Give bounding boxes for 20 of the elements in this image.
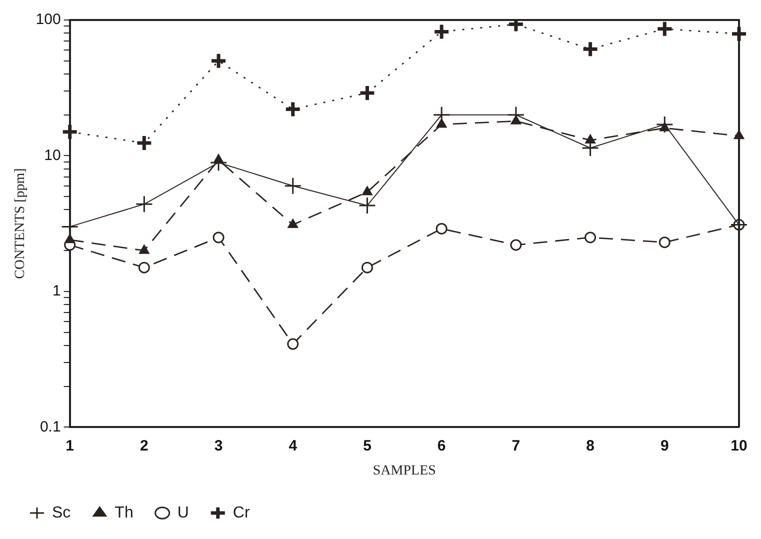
- x-tick-label: 2: [140, 437, 148, 454]
- x-tick-label: 7: [512, 437, 520, 454]
- x-tick-label: 1: [66, 437, 74, 454]
- x-axis-title: SAMPLES: [372, 463, 436, 478]
- x-tick-label: 4: [288, 437, 298, 454]
- y-tick-label: 10: [44, 146, 61, 164]
- legend-label: Sc: [52, 504, 71, 522]
- x-tick-label: 3: [214, 437, 223, 454]
- legend-label: Cr: [232, 504, 250, 522]
- x-tick-label: 5: [363, 437, 372, 454]
- x-tick-label: 10: [730, 437, 748, 454]
- y-tick-label: 100: [36, 11, 61, 28]
- x-tick-label: 8: [586, 437, 594, 454]
- y-tick-label: 0.1: [40, 418, 61, 436]
- y-tick-label: 1: [52, 282, 61, 300]
- legend-label: U: [177, 504, 189, 522]
- legend-label: Th: [114, 504, 134, 522]
- y-axis-title: CONTENTS [ppm]: [13, 168, 28, 280]
- x-tick-label: 6: [437, 437, 446, 454]
- x-tick-label: 9: [660, 437, 669, 454]
